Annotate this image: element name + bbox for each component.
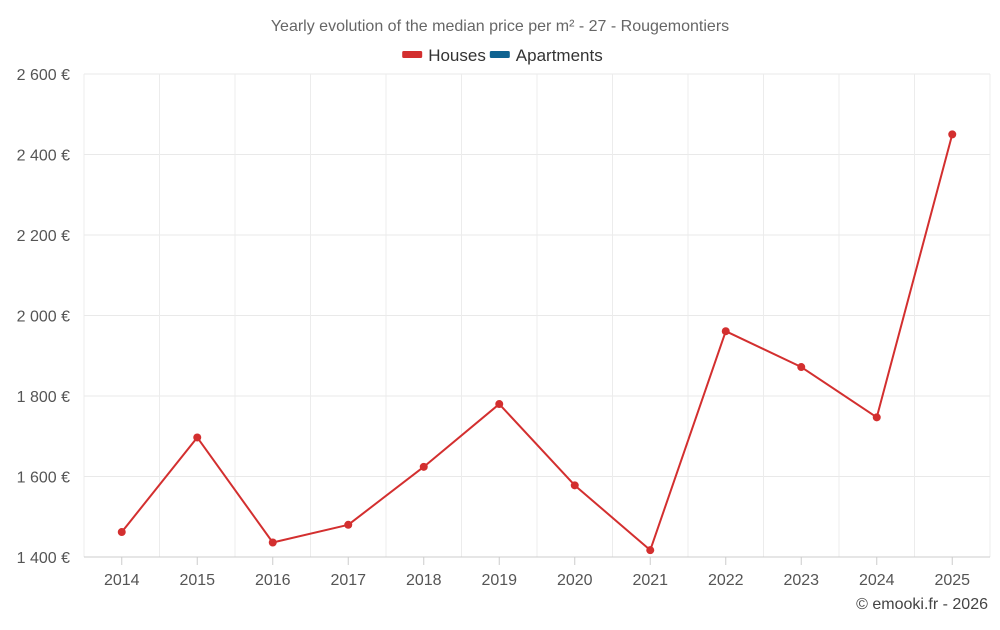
data-point	[268, 538, 277, 547]
x-tick-label: 2014	[104, 572, 140, 589]
y-tick-label: 1 600 €	[17, 470, 70, 487]
series-line-houses	[120, 134, 954, 552]
credit-text: © emooki.fr - 2026	[856, 596, 988, 613]
x-tick-label: 2024	[859, 572, 895, 589]
data-point	[948, 130, 957, 139]
data-point	[721, 327, 730, 336]
data-point	[797, 363, 806, 372]
x-tick-label: 2020	[557, 572, 593, 589]
legend-swatch-apartments	[489, 51, 510, 58]
y-tick-label: 1 800 €	[17, 389, 70, 406]
x-tick-label: 2022	[708, 572, 744, 589]
x-axis: 2014 2015 2016 2017 2018 2019 2020 2021 2022 2023…	[84, 556, 990, 589]
data-point	[495, 400, 504, 409]
data-point	[570, 481, 579, 490]
x-tick-label: 2018	[406, 572, 442, 589]
x-tick-label: 2015	[179, 572, 215, 589]
y-axis: 1 400 € 1 600 € 1 800 € 2 000 € 2 200 € 2 400…	[17, 67, 70, 567]
grid	[83, 73, 991, 557]
x-tick-label: 2025	[934, 572, 970, 589]
chart-title: Yearly evolution of the median price per…	[271, 18, 729, 35]
y-tick-label: 2 200 €	[17, 228, 70, 245]
x-tick-label: 2016	[255, 572, 291, 589]
data-point	[419, 462, 428, 471]
x-tick-label: 2023	[783, 572, 819, 589]
x-tick-label: 2019	[481, 572, 517, 589]
data-point	[872, 413, 881, 422]
data-point	[646, 546, 655, 555]
y-tick-label: 2 400 €	[17, 148, 70, 165]
legend-label-apartments: Apartments	[516, 46, 603, 65]
legend-swatch-houses	[402, 51, 423, 58]
legend: Houses Apartments	[402, 46, 603, 65]
legend-label-houses: Houses	[428, 46, 486, 65]
data-point	[193, 433, 202, 442]
data-point	[344, 520, 353, 529]
x-tick-label: 2021	[632, 572, 668, 589]
data-point	[117, 528, 126, 537]
y-tick-label: 2 600 €	[17, 67, 70, 84]
series-group	[117, 130, 957, 555]
y-tick-label: 1 400 €	[17, 550, 70, 567]
x-tick-label: 2017	[330, 572, 366, 589]
y-tick-label: 2 000 €	[17, 309, 70, 326]
